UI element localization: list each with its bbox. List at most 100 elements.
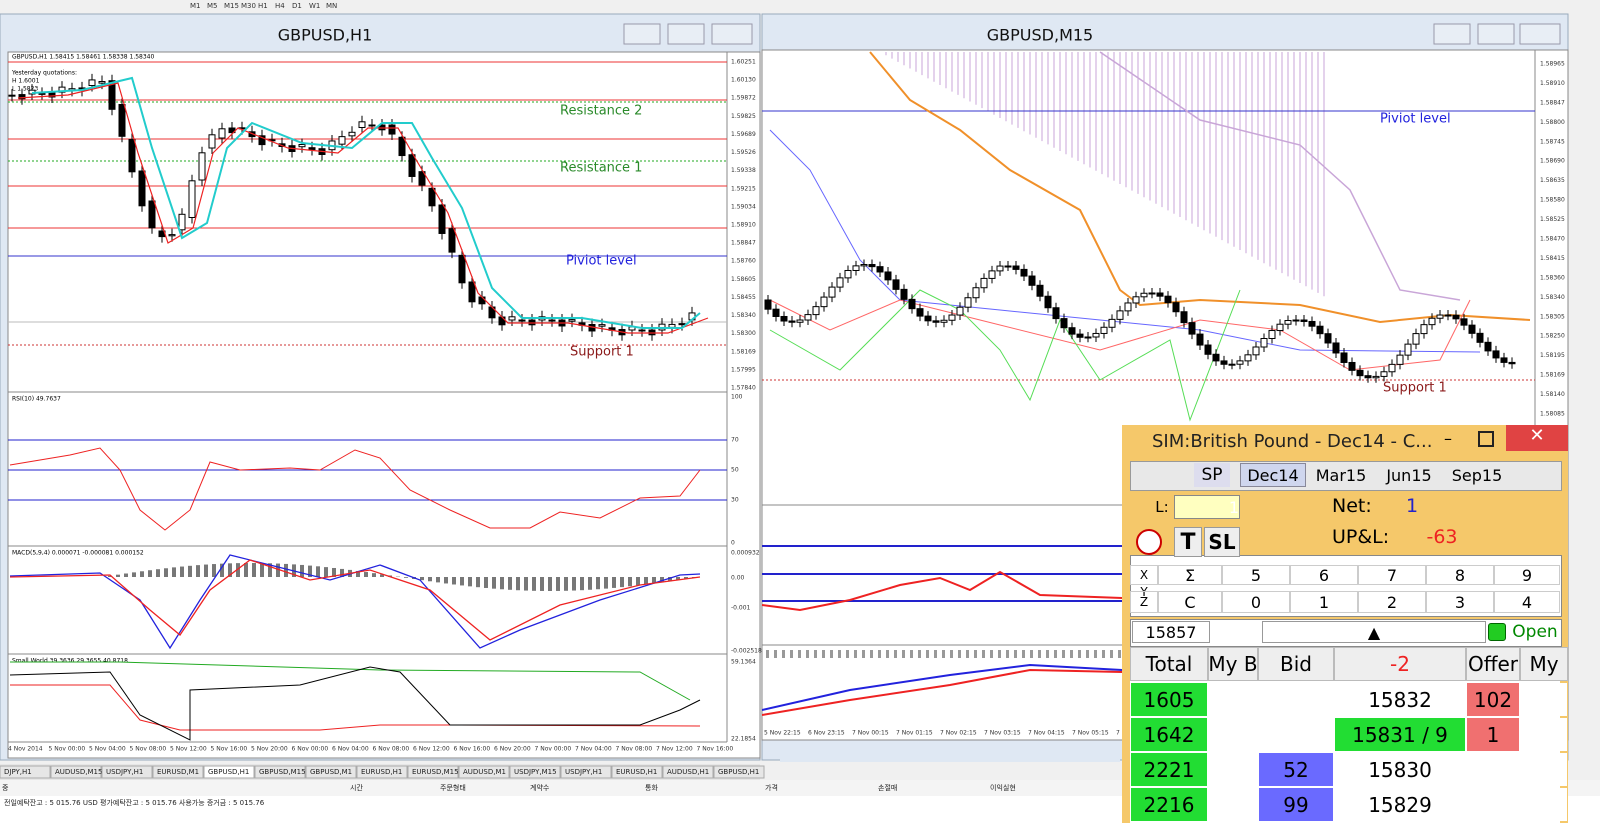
ladder-cell[interactable] [1521, 788, 1567, 821]
timeframe-button[interactable]: M15 [224, 2, 239, 10]
tab-label: AUDUSD,H1 [667, 768, 709, 776]
hotkey-cell[interactable]: 5 [1222, 565, 1290, 585]
tab-label: GBPUSD,H1 [718, 768, 759, 776]
hotkey-cell[interactable]: C [1158, 591, 1222, 613]
indicator-line [10, 661, 691, 701]
tab[interactable] [611, 765, 663, 779]
ladder-cell[interactable] [1259, 718, 1333, 751]
price-label: 1.60251 [731, 59, 756, 66]
tab[interactable] [662, 765, 714, 779]
tab[interactable] [152, 765, 204, 779]
tab[interactable] [509, 765, 561, 779]
maximize-button[interactable] [1478, 431, 1494, 447]
ladder-cell[interactable] [1467, 788, 1519, 821]
minimize-button[interactable]: – [1444, 429, 1452, 448]
ladder-cell[interactable] [1521, 683, 1567, 716]
maximize-button[interactable] [667, 23, 705, 45]
hotkey-cell[interactable]: 9 [1494, 565, 1560, 585]
tab[interactable] [305, 765, 357, 779]
ladder-header: Offer [1466, 647, 1520, 681]
histogram-bar [492, 577, 496, 589]
quote-text: H 1.6001 [12, 78, 40, 85]
histogram-bar [332, 567, 336, 577]
ladder-cell[interactable]: 102 [1467, 683, 1519, 716]
scroll-up-button[interactable]: ▲ [1262, 621, 1486, 643]
tab[interactable] [407, 765, 459, 779]
tab[interactable] [203, 765, 255, 779]
month-tab[interactable]: Jun15 [1386, 465, 1432, 485]
ladder-cell[interactable] [1209, 788, 1257, 821]
hotkey-cell[interactable]: 7 [1358, 565, 1426, 585]
timeframe-button[interactable]: M1 [190, 2, 201, 10]
time-label: 7 Nov 01:15 [896, 730, 933, 737]
tab[interactable] [713, 765, 765, 779]
hotkey-cell[interactable]: 0 [1222, 591, 1290, 613]
close-button[interactable] [711, 23, 753, 45]
symbol-button[interactable]: SP [1194, 463, 1230, 487]
candle [428, 187, 436, 207]
timeframe-button[interactable]: M30 [241, 2, 256, 10]
chart-info: GBPUSD,H1 1.58415 1.58461 1.58338 1.5834… [12, 54, 154, 61]
timeframe-button[interactable]: M5 [207, 2, 218, 10]
column-header: 통화 [645, 784, 658, 792]
tab[interactable] [0, 765, 51, 779]
quantity-input[interactable]: 1 [1174, 495, 1240, 519]
hotkey-cell[interactable]: 6 [1290, 565, 1358, 585]
hotkey-cell[interactable]: 8 [1426, 565, 1494, 585]
tab[interactable] [560, 765, 612, 779]
hotkey-cell[interactable]: 3 [1426, 591, 1494, 613]
price-label: 100 [731, 394, 743, 401]
hotkey-cell[interactable]: 1 [1290, 591, 1358, 613]
candle [772, 308, 780, 317]
hotkey-cell[interactable]: 2 [1358, 591, 1426, 613]
histogram-bar [660, 577, 664, 583]
ladder-cell[interactable] [1209, 683, 1257, 716]
timeframe-button[interactable]: H1 [258, 2, 268, 10]
ladder-cell[interactable] [1467, 753, 1519, 786]
ladder-cell[interactable] [1521, 718, 1567, 751]
histogram-bar [604, 577, 608, 589]
ladder-cell[interactable]: 1 [1467, 718, 1519, 751]
timeframe-button[interactable]: H4 [275, 2, 285, 10]
ladder-cell: 15831 / 9 [1335, 718, 1465, 751]
histogram-bar [1070, 650, 1073, 658]
timeframe-button[interactable]: MN [326, 2, 337, 10]
close-button[interactable] [1519, 23, 1561, 45]
minimize-button[interactable] [1433, 23, 1471, 45]
tab[interactable] [254, 765, 306, 779]
ladder-cell[interactable]: 52 [1259, 753, 1333, 786]
tab[interactable] [50, 765, 102, 779]
minimize-button[interactable] [623, 23, 661, 45]
timeframe-button[interactable]: W1 [309, 2, 320, 10]
ladder-cell[interactable] [1521, 753, 1567, 786]
trade-button[interactable]: T [1174, 527, 1202, 557]
close-button[interactable]: ✕ [1506, 425, 1568, 451]
candle [1212, 353, 1220, 362]
hotkey-cell[interactable]: 4 [1494, 591, 1560, 613]
ladder-cell: 1642 [1131, 718, 1207, 751]
hotkey-cell[interactable]: Σ [1158, 565, 1222, 585]
ladder-cell[interactable] [1259, 683, 1333, 716]
ladder-cell[interactable] [1209, 753, 1257, 786]
histogram-bar [1118, 650, 1121, 658]
ladder-cell[interactable] [1209, 718, 1257, 751]
month-tab[interactable]: Dec14 [1240, 463, 1306, 487]
month-tab[interactable]: Sep15 [1451, 465, 1503, 485]
tab[interactable] [458, 765, 510, 779]
maximize-button[interactable] [1477, 23, 1515, 45]
cancel-button[interactable] [1136, 529, 1162, 555]
candle [678, 323, 686, 326]
price-label: 1.59526 [731, 149, 756, 156]
month-tab[interactable]: Mar15 [1315, 465, 1367, 485]
ladder-cell: 15829 [1335, 788, 1465, 821]
tab[interactable] [101, 765, 153, 779]
open-label: Open [1512, 622, 1558, 642]
candle [108, 80, 116, 110]
candle [1508, 361, 1516, 365]
timeframe-button[interactable]: D1 [292, 2, 302, 10]
candle [1236, 360, 1244, 365]
trade-button[interactable]: SL [1204, 527, 1240, 557]
ladder-cell[interactable]: 99 [1259, 788, 1333, 821]
tab[interactable] [356, 765, 408, 779]
histogram-bar [516, 577, 520, 591]
